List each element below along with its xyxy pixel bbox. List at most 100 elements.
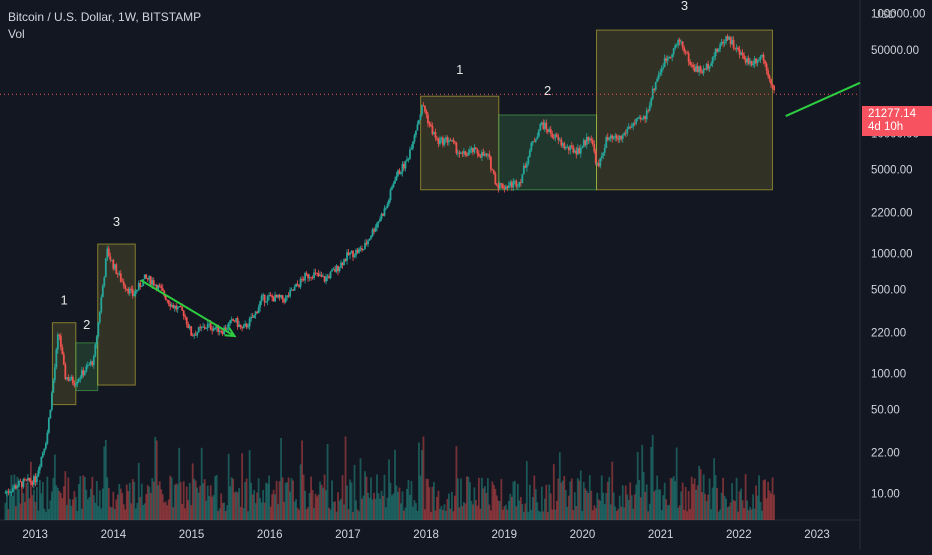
trend-line[interactable] (140, 279, 236, 337)
volume-bar (9, 490, 11, 520)
volume-bar (326, 444, 329, 520)
candle-body (374, 227, 377, 232)
volume-bar (536, 502, 539, 520)
candle-body (191, 335, 194, 337)
volume-bar (323, 474, 326, 520)
candle-body (280, 295, 283, 298)
candle-body (53, 367, 56, 381)
volume-bar (70, 505, 73, 520)
candle-body (281, 295, 284, 300)
candle-body (37, 470, 40, 477)
volume-bar (11, 496, 14, 520)
volume-bar (335, 511, 338, 520)
volume-bar (755, 485, 757, 520)
volume-bar (590, 490, 593, 520)
volume-bar (23, 501, 26, 520)
volume-bar (254, 503, 257, 520)
candle-body (16, 486, 19, 489)
candle-body (41, 452, 44, 457)
candle-body (235, 318, 238, 322)
candle-body (693, 67, 696, 72)
candle-body (623, 133, 626, 136)
volume-bar (251, 494, 254, 520)
candle-body (23, 479, 26, 481)
candle-body (277, 294, 280, 298)
volume-bar (112, 491, 115, 520)
candle-body (316, 272, 318, 274)
candle-body (376, 223, 378, 228)
volume-bar (365, 476, 368, 520)
volume-bar (741, 500, 744, 520)
volume-bar (298, 509, 300, 520)
candle-body (404, 160, 407, 169)
candle-body (377, 221, 380, 224)
volume-bar (753, 508, 756, 520)
candle-body (681, 41, 684, 48)
volume-bar (651, 434, 654, 520)
volume-label[interactable]: Vol (8, 27, 25, 41)
volume-bar (431, 486, 434, 520)
candle-body (527, 156, 530, 164)
volume-bar (314, 493, 317, 520)
volume-bar (606, 481, 609, 520)
candle-body (55, 349, 58, 368)
candle-body (299, 278, 302, 287)
candle-body (79, 377, 82, 379)
volume-bar (563, 475, 566, 520)
candle-body (684, 51, 687, 53)
candle-body (593, 143, 596, 152)
volume-bar (708, 478, 711, 520)
volume-bar (356, 509, 359, 520)
candle-body (28, 477, 31, 481)
volume-bar (232, 478, 235, 520)
phase-box[interactable] (596, 29, 773, 191)
trend-line[interactable] (785, 81, 861, 117)
volume-bar (711, 487, 714, 520)
volume-bar (212, 495, 215, 520)
volume-bar (32, 489, 35, 520)
candle-body (199, 327, 202, 329)
candle-body (131, 289, 134, 296)
candle-body (40, 456, 43, 467)
candle-body (128, 288, 131, 294)
candle-body (31, 481, 34, 485)
volume-bar (155, 440, 158, 520)
candle-body (71, 376, 74, 384)
candle-body (343, 259, 345, 266)
volume-bar (124, 509, 127, 520)
volume-bar (683, 509, 686, 520)
volume-bar (6, 489, 8, 520)
candle-body (446, 137, 449, 143)
candle-body (557, 136, 560, 141)
volume-bar (401, 491, 404, 520)
candle-body (155, 285, 158, 291)
candle-body (669, 57, 672, 58)
candle-body (356, 250, 359, 253)
candle-body (445, 137, 447, 139)
candle-body (328, 276, 330, 278)
volume-bar (528, 484, 531, 520)
candle-body (341, 262, 344, 266)
candle-body (678, 39, 681, 42)
phase-label: 3 (681, 0, 688, 13)
volume-bar (248, 450, 251, 520)
volume-bar (173, 484, 176, 520)
candle-body (91, 361, 94, 366)
candle-body (771, 84, 774, 86)
candle-body (584, 140, 587, 145)
volume-bar (731, 483, 734, 520)
symbol-title[interactable]: Bitcoin / U.S. Dollar, 1W, BITSTAMP (8, 10, 202, 24)
volume-bar (609, 504, 612, 520)
phase-box[interactable] (420, 95, 500, 191)
volume-bar (710, 509, 713, 520)
volume-bar (578, 480, 581, 520)
volume-bar (660, 510, 663, 520)
candle-body (531, 141, 534, 143)
candle-body (233, 320, 236, 322)
candle-body (719, 44, 722, 49)
volume-bar (193, 478, 196, 520)
candle-body (322, 276, 324, 277)
candle-body (161, 288, 164, 291)
